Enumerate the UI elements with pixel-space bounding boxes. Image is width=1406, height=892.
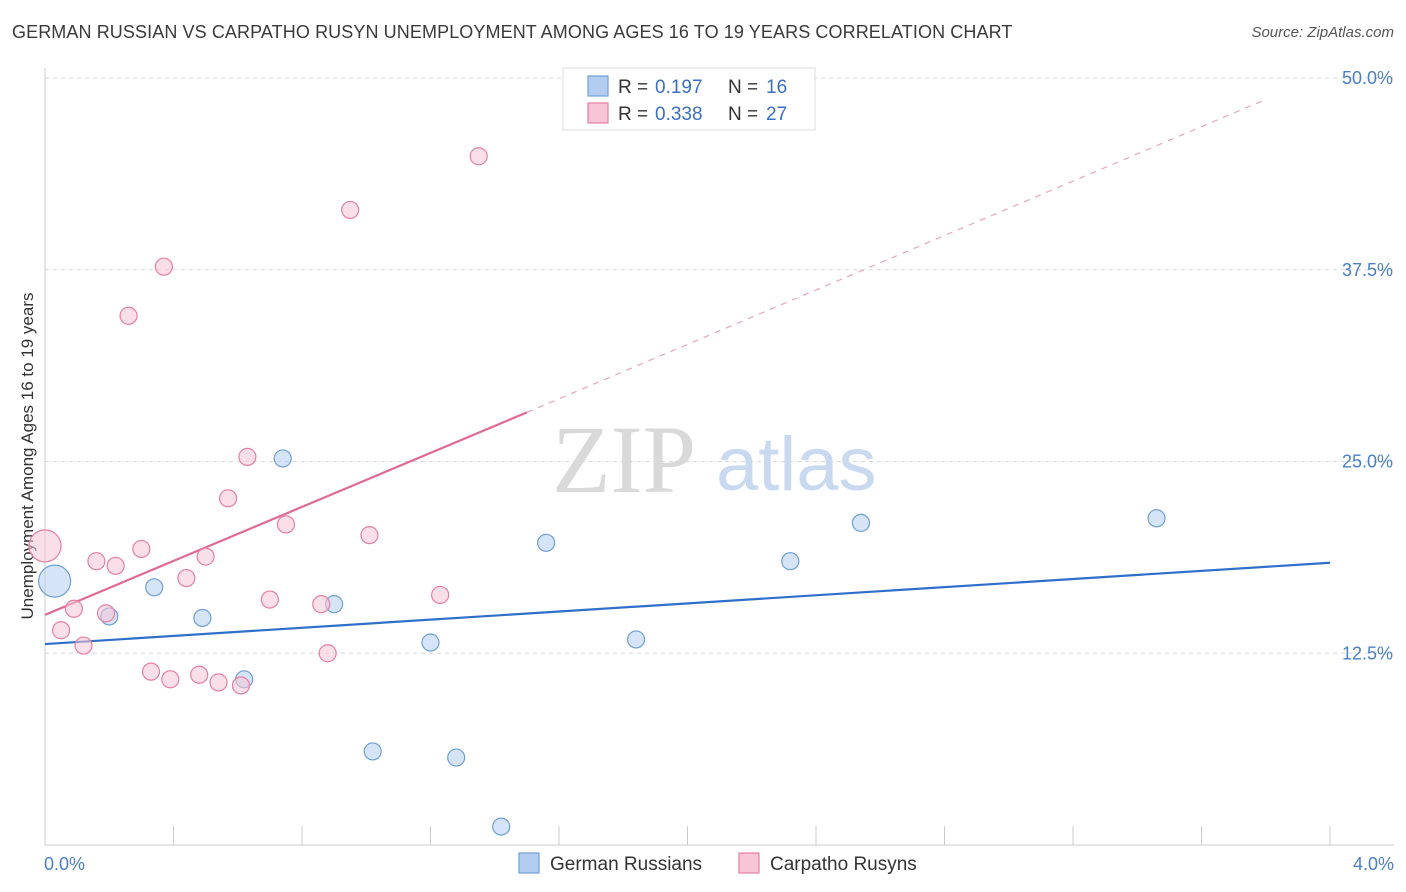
point-carpatho-rusyns-2 [64, 599, 84, 618]
point-carpatho-rusyns-12 [177, 568, 196, 588]
point-carpatho-rusyns-4 [87, 552, 106, 571]
point-carpatho-rusyns-26 [469, 147, 488, 166]
point-carpatho-rusyns-3 [74, 636, 93, 655]
legend-n-value-1: 16 [766, 77, 787, 98]
y-tick-label-1: 25.0% [1342, 452, 1393, 472]
point-carpatho-rusyns-24 [360, 526, 379, 545]
point-german-russians-13 [781, 552, 800, 571]
point-german-russians-15 [1147, 509, 1166, 528]
series-legend-swatch-carpatho-rusyns [738, 852, 760, 874]
point-carpatho-rusyns-23 [341, 200, 360, 220]
point-german-russians-12 [626, 630, 646, 649]
data-points [28, 147, 1166, 836]
point-carpatho-rusyns-13 [190, 665, 209, 684]
trend-line-carpatho-rusyns [44, 411, 528, 616]
axes [44, 68, 1394, 846]
y-tick-label-0: 12.5% [1342, 643, 1393, 663]
stats-legend: R = 0.197 N = 16 R = 0.338 N = 27 [562, 67, 816, 131]
point-carpatho-rusyns-22 [318, 644, 337, 663]
point-german-russians-7 [363, 742, 382, 761]
watermark-zip: ZIP [552, 406, 696, 513]
watermark: ZIP atlas [552, 406, 877, 513]
point-carpatho-rusyns-11 [161, 670, 180, 689]
legend-r-value-2: 0.338 [655, 104, 703, 125]
legend-n-label-1: N = [728, 77, 758, 98]
point-carpatho-rusyns-14 [196, 547, 215, 566]
legend-r-value-1: 0.197 [655, 77, 703, 98]
point-carpatho-rusyns-9 [141, 662, 161, 681]
point-carpatho-rusyns-19 [260, 590, 279, 609]
legend-r-label-2: R = [618, 104, 648, 125]
x-tick-label-1: 4.0% [1353, 854, 1394, 874]
point-carpatho-rusyns-15 [209, 673, 228, 692]
series-legend: German Russians Carpatho Rusyns [518, 852, 917, 875]
point-carpatho-rusyns-10 [154, 257, 173, 276]
trend-lines [44, 98, 1331, 646]
legend-n-label-2: N = [728, 104, 758, 125]
point-carpatho-rusyns-20 [276, 515, 296, 534]
legend-n-value-2: 27 [766, 104, 787, 125]
point-german-russians-8 [421, 633, 440, 652]
legend-swatch-carpatho-rusyns [587, 102, 609, 124]
watermark-atlas: atlas [716, 422, 877, 507]
chart-title: GERMAN RUSSIAN VS CARPATHO RUSYN UNEMPLO… [12, 22, 1013, 42]
point-carpatho-rusyns-1 [51, 621, 71, 640]
point-german-russians-5 [273, 449, 292, 468]
point-carpatho-rusyns-6 [106, 556, 125, 575]
y-tick-label-3: 50.0% [1342, 68, 1393, 88]
point-german-russians-14 [851, 513, 871, 532]
point-german-russians-2 [145, 578, 164, 597]
point-carpatho-rusyns-8 [132, 539, 151, 559]
trend-line-german-russians [44, 561, 1331, 646]
series-legend-label-german-russians: German Russians [550, 854, 702, 875]
point-carpatho-rusyns-21 [312, 595, 331, 614]
x-tick-labels: 0.0% 4.0% [44, 854, 1394, 874]
point-carpatho-rusyns-5 [96, 604, 116, 623]
series-legend-label-carpatho-rusyns: Carpatho Rusyns [770, 854, 917, 875]
point-carpatho-rusyns-7 [119, 306, 138, 325]
point-german-russians-0 [38, 564, 72, 598]
point-carpatho-rusyns-16 [219, 489, 238, 508]
legend-r-label-1: R = [618, 77, 648, 98]
x-tick-label-0: 0.0% [44, 854, 85, 874]
source-credit: Source: ZipAtlas.com [1251, 24, 1394, 41]
legend-swatch-german-russians [587, 75, 609, 97]
point-carpatho-rusyns-17 [231, 676, 251, 695]
point-carpatho-rusyns-0 [28, 529, 62, 563]
point-carpatho-rusyns-18 [238, 447, 257, 466]
point-german-russians-3 [193, 608, 212, 628]
y-tick-labels: 12.5% 25.0% 37.5% 50.0% [1342, 68, 1393, 663]
trend-line-carpatho-rusyns-extension [526, 98, 1266, 413]
series-legend-swatch-german-russians [518, 852, 540, 874]
point-german-russians-9 [447, 748, 466, 767]
point-german-russians-11 [537, 533, 556, 552]
y-tick-label-2: 37.5% [1342, 260, 1393, 280]
gridlines [45, 77, 1394, 654]
point-german-russians-10 [492, 817, 511, 836]
point-carpatho-rusyns-25 [431, 585, 450, 605]
